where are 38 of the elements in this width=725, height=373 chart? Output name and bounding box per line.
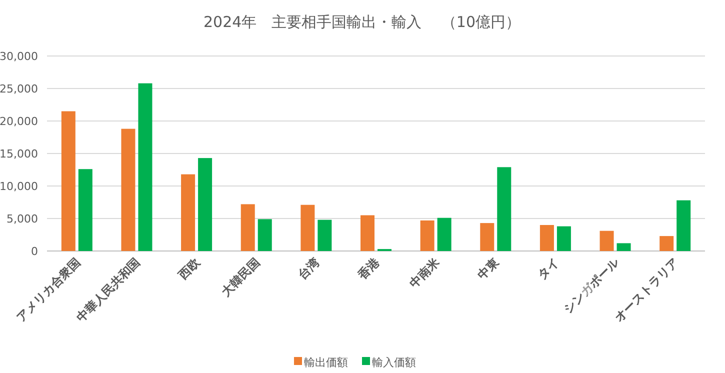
title: 2024年 主要相手国輸出・輸入 （10億円） (203, 13, 521, 31)
bar (258, 219, 272, 251)
bar (61, 111, 76, 251)
x-tick-label: 中南米 (406, 254, 443, 291)
y-tick-label: 15,000 (0, 148, 38, 160)
bar (437, 218, 452, 251)
x-tick-label: 西欧 (175, 254, 204, 283)
bar (556, 226, 571, 251)
bar (181, 174, 196, 251)
y-tick-label: 25,000 (0, 82, 38, 96)
bar (121, 128, 136, 251)
x-tick-label: 大韓民国 (218, 255, 262, 300)
bar (660, 236, 674, 251)
y-tick-label: 0 (31, 245, 38, 258)
bar (540, 225, 554, 251)
bar (497, 167, 512, 251)
bar (420, 220, 434, 251)
bar (676, 200, 691, 251)
bar (360, 215, 374, 251)
bar (480, 223, 494, 251)
bar (300, 204, 315, 251)
x-tick-label: タイ (534, 255, 562, 282)
y-tick-label: 30,000 (0, 50, 38, 63)
bar (616, 243, 631, 251)
bar (78, 169, 92, 251)
legend-label: 輸入価額 (372, 356, 416, 369)
y-tick-label: 5,000 (6, 212, 38, 226)
bar (240, 204, 255, 251)
y-tick-label: 20,000 (0, 115, 38, 128)
x-tick-label: 香港 (354, 254, 383, 283)
bar (318, 220, 332, 251)
y-tick-label: 10,000 (0, 180, 38, 193)
x-tick-label: 中東 (474, 254, 502, 282)
bar (138, 83, 152, 251)
bar (198, 158, 212, 251)
x-tick-label: 台湾 (295, 255, 322, 282)
legend-label: 輸出価額 (304, 356, 348, 369)
bar (600, 230, 614, 251)
